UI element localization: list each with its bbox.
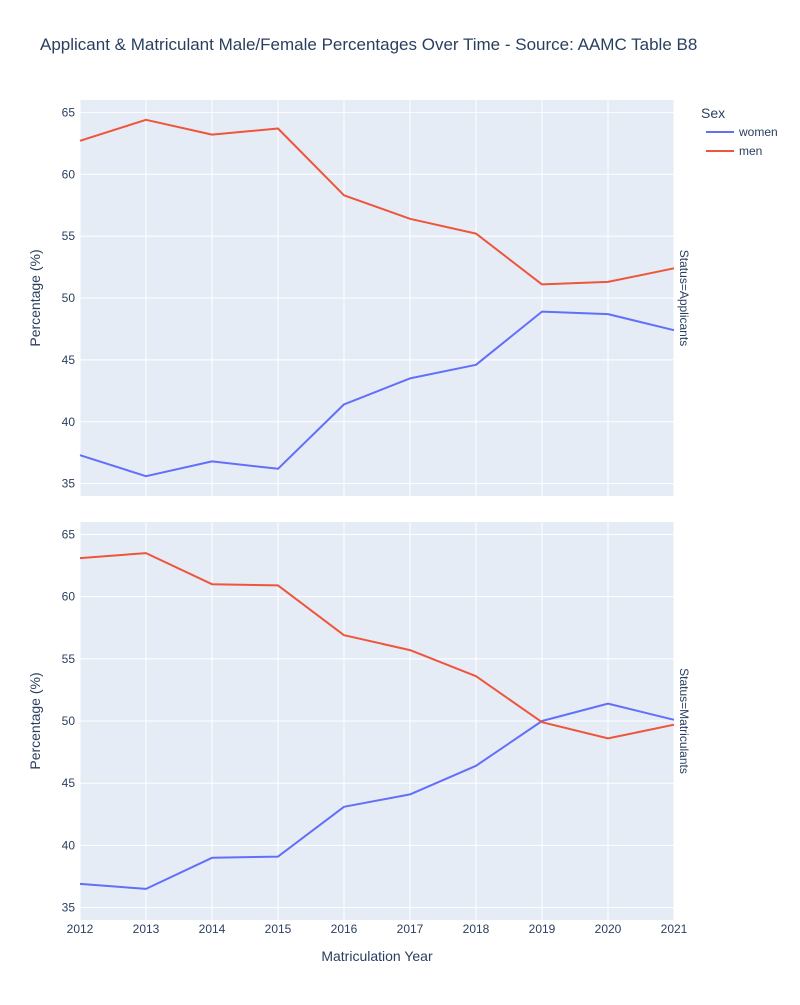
y-tick-label: 50 — [62, 714, 76, 728]
x-tick-label: 2013 — [133, 922, 160, 936]
y-tick-label: 45 — [62, 353, 76, 367]
y-tick-label: 50 — [62, 291, 76, 305]
legend: Sex women men — [701, 105, 778, 158]
x-tick-label: 2014 — [199, 922, 226, 936]
facet-label: Status=Matriculants — [677, 668, 691, 774]
y-tick-label: 45 — [62, 776, 76, 790]
x-tick-label: 2018 — [463, 922, 490, 936]
facet-label: Status=Applicants — [677, 250, 691, 346]
legend-title: Sex — [701, 105, 725, 121]
series-line-women — [79, 310, 675, 478]
x-tick-label: 2017 — [397, 922, 424, 936]
y-tick-label: 40 — [62, 415, 76, 429]
x-tick-label: 2015 — [265, 922, 292, 936]
legend-label-men: men — [739, 144, 762, 158]
x-axis-title: Matriculation Year — [321, 948, 433, 964]
series-line-women — [79, 702, 675, 890]
chart-title: Applicant & Matriculant Male/Female Perc… — [40, 35, 697, 54]
series-line-men — [79, 118, 675, 286]
y-tick-label: 65 — [62, 105, 76, 119]
y-tick-label: 65 — [62, 527, 76, 541]
legend-label-women: women — [738, 125, 778, 139]
y-tick-label: 35 — [62, 477, 76, 491]
x-tick-label: 2020 — [595, 922, 622, 936]
panel-applicants: 35 40 45 50 55 60 65 Percentage (%) Status=Appli… — [27, 100, 691, 496]
y-tick-label: 60 — [62, 590, 76, 604]
y-tick-label: 55 — [62, 652, 76, 666]
y-tick-label: 60 — [62, 167, 76, 181]
y-axis-title: Percentage (%) — [27, 672, 43, 769]
y-tick-label: 40 — [62, 838, 76, 852]
y-tick-label: 35 — [62, 901, 76, 915]
series-line-men — [79, 552, 675, 740]
x-tick-label: 2021 — [661, 922, 688, 936]
y-tick-label: 55 — [62, 229, 76, 243]
x-tick-label: 2012 — [67, 922, 94, 936]
panel-matriculants: 35 40 45 50 55 60 65 Percentage (%) Status=Matri… — [27, 522, 691, 920]
x-tick-label: 2019 — [529, 922, 556, 936]
x-tick-label: 2016 — [331, 922, 358, 936]
y-axis-title: Percentage (%) — [27, 249, 43, 346]
